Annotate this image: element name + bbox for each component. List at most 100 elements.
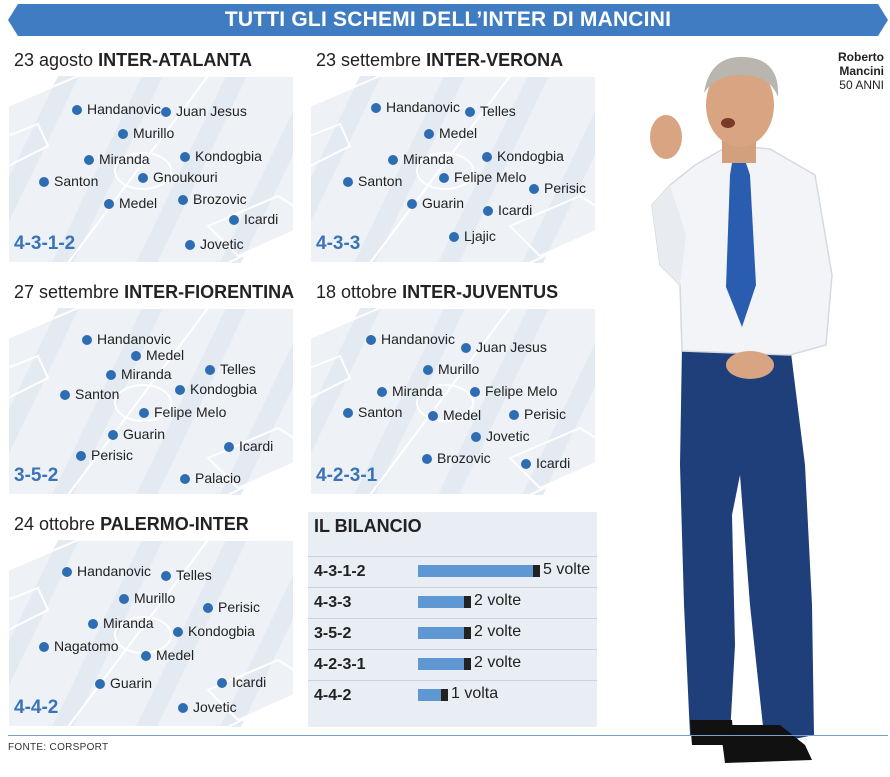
player-marker: Medel <box>131 347 184 363</box>
player-name: Icardi <box>232 674 267 690</box>
player-marker: Santon <box>343 404 402 420</box>
player-name: Medel <box>156 647 195 663</box>
player-marker: Kondogbia <box>173 623 255 639</box>
match-date: 27 settembre <box>14 282 120 302</box>
player-marker: Gnoukouri <box>138 169 218 185</box>
player-marker: Kondogbia <box>482 148 564 164</box>
player-name: Perisic <box>524 406 567 422</box>
player-name: Gnoukouri <box>153 169 218 185</box>
player-marker: Miranda <box>84 151 150 167</box>
player-name: Juan Jesus <box>476 339 547 355</box>
player-dot <box>422 454 432 464</box>
bilancio-bar <box>418 596 464 608</box>
player-marker: Telles <box>465 103 516 119</box>
player-name: Perisic <box>544 180 587 196</box>
match-header: 18 ottobre INTER-JUVENTUS <box>316 282 558 303</box>
player-dot <box>470 387 480 397</box>
player-marker: Perisic <box>203 599 260 615</box>
player-name: Guarin <box>422 195 465 211</box>
player-dot <box>423 365 433 375</box>
player-marker: Felipe Melo <box>139 404 226 420</box>
player-name: Miranda <box>121 366 172 382</box>
player-dot <box>175 385 185 395</box>
player-dot <box>482 152 492 162</box>
player-dot <box>388 155 398 165</box>
player-marker: Perisic <box>529 180 586 196</box>
match-date: 24 ottobre <box>14 514 96 534</box>
match-header: 23 agosto INTER-ATALANTA <box>14 50 252 71</box>
player-dot <box>141 651 151 661</box>
player-name: Handanovic <box>87 101 161 117</box>
player-name: Nagatomo <box>54 638 119 654</box>
player-dot <box>529 184 539 194</box>
player-dot <box>428 411 438 421</box>
player-name: Telles <box>220 361 256 377</box>
player-dot <box>95 679 105 689</box>
player-dot <box>424 129 434 139</box>
player-name: Telles <box>176 567 212 583</box>
player-dot <box>217 678 227 688</box>
player-name: Jovetic <box>486 428 530 444</box>
bilancio-row: 4-2-3-1 2 volte <box>308 649 597 680</box>
player-name: Perisic <box>218 599 261 615</box>
match-card: 27 settembre INTER-FIORENTINA 3-5-2 Hand… <box>8 280 294 495</box>
player-marker: Medel <box>141 647 194 663</box>
player-dot <box>407 199 417 209</box>
player-marker: Icardi <box>217 674 266 690</box>
player-marker: Miranda <box>377 383 443 399</box>
player-name: Felipe Melo <box>485 383 558 399</box>
player-name: Medel <box>439 125 478 141</box>
bilancio-formation: 4-4-2 <box>314 687 352 704</box>
player-name: Ljajic <box>464 228 496 244</box>
player-dot <box>60 390 70 400</box>
player-marker: Felipe Melo <box>439 169 526 185</box>
coach-age: 50 ANNI <box>839 78 884 92</box>
coach-first-name: Roberto <box>838 50 884 64</box>
player-dot <box>461 343 471 353</box>
player-dot <box>84 155 94 165</box>
player-marker: Juan Jesus <box>161 103 247 119</box>
player-dot <box>178 703 188 713</box>
player-dot <box>139 408 149 418</box>
pitch-diagram <box>8 76 294 263</box>
player-marker: Medel <box>104 195 157 211</box>
player-name: Handanovic <box>77 563 151 579</box>
player-marker: Jovetic <box>185 236 244 252</box>
coach-caption: Roberto Mancini 50 ANNI <box>838 50 884 92</box>
player-marker: Guarin <box>407 195 464 211</box>
player-dot <box>82 335 92 345</box>
player-name: Santon <box>358 173 403 189</box>
player-dot <box>138 173 148 183</box>
match-teams: INTER-FIORENTINA <box>124 282 295 302</box>
player-name: Kondogbia <box>188 623 255 639</box>
formation-label: 4-3-1-2 <box>14 233 76 254</box>
player-marker: Icardi <box>521 455 570 471</box>
player-name: Icardi <box>239 438 274 454</box>
player-marker: Miranda <box>88 615 154 631</box>
match-teams: INTER-ATALANTA <box>98 50 253 70</box>
player-marker: Miranda <box>388 151 454 167</box>
player-marker: Telles <box>205 361 256 377</box>
bilancio-formation: 3-5-2 <box>314 625 352 642</box>
formation-label: 4-3-3 <box>316 233 361 254</box>
player-name: Miranda <box>392 383 443 399</box>
player-marker: Jovetic <box>471 428 530 444</box>
bilancio-row: 4-3-3 2 volte <box>308 587 597 618</box>
bilancio-count: 2 volte <box>474 592 522 609</box>
player-name: Kondogbia <box>190 381 257 397</box>
player-dot <box>131 351 141 361</box>
player-marker: Jovetic <box>178 699 237 715</box>
player-dot <box>366 335 376 345</box>
match-date: 18 ottobre <box>316 282 398 302</box>
player-dot <box>88 619 98 629</box>
footer-rule <box>8 735 888 736</box>
formation-label: 3-5-2 <box>14 465 59 486</box>
player-name: Icardi <box>244 211 279 227</box>
pitch-diagram <box>8 308 294 495</box>
player-name: Handanovic <box>97 331 171 347</box>
player-name: Palacio <box>195 470 241 486</box>
player-dot <box>106 370 116 380</box>
player-marker: Murillo <box>118 125 174 141</box>
player-dot <box>180 474 190 484</box>
player-dot <box>483 206 493 216</box>
